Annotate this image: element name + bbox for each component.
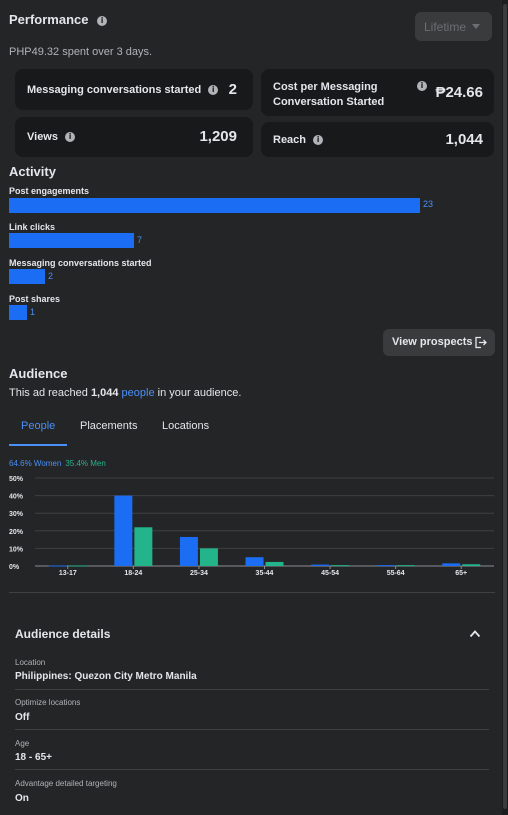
- bar-men: [199, 548, 218, 566]
- bar-women: [376, 565, 395, 567]
- detail-divider: [15, 689, 489, 690]
- detail-value-age: 18 - 65+: [15, 752, 52, 763]
- bar-women: [245, 557, 264, 566]
- metric-label: Messaging conversations started i: [27, 84, 219, 96]
- gender-legend: 64.6% Women 35.4% Men: [9, 459, 106, 468]
- y-tick-label: 10%: [9, 546, 24, 553]
- activity-bar: [9, 269, 45, 284]
- audience-title: Audience: [9, 366, 68, 381]
- y-tick-label: 20%: [9, 529, 24, 536]
- bar-women: [48, 565, 67, 567]
- bar-men: [68, 565, 87, 567]
- activity-label: Messaging conversations started: [9, 258, 152, 268]
- bar-men: [134, 527, 153, 566]
- metric-value: 1,044: [445, 131, 483, 148]
- activity-bar: [9, 233, 134, 248]
- bar-women: [114, 495, 133, 566]
- chevron-up-icon[interactable]: [469, 629, 481, 638]
- tab-locations[interactable]: Locations: [162, 420, 210, 432]
- activity-label: Post shares: [9, 294, 61, 304]
- caret-down-icon: [472, 24, 480, 29]
- people-link[interactable]: people: [121, 387, 155, 399]
- audience-details-title: Audience details: [15, 627, 111, 641]
- x-tick-label: 13-17: [59, 570, 77, 577]
- bar-men: [265, 561, 284, 566]
- y-tick-label: 30%: [9, 511, 24, 518]
- performance-title: Performance i: [9, 12, 108, 27]
- x-tick-label: 18-24: [124, 570, 142, 577]
- date-range-dropdown[interactable]: Lifetime: [415, 12, 492, 41]
- metric-label: Reach i: [273, 134, 324, 146]
- metric-card-reach: Reach i 1,044: [261, 122, 494, 157]
- scrollbar[interactable]: [502, 0, 508, 815]
- spent-summary: PHP49.32 spent over 3 days.: [9, 46, 153, 58]
- tab-people[interactable]: People: [21, 420, 56, 432]
- info-icon[interactable]: i: [417, 81, 427, 91]
- detail-label-age: Age: [15, 739, 30, 748]
- metric-label: Cost per Messaging Conversation Started: [273, 81, 385, 108]
- scrollbar-thumb[interactable]: [503, 4, 507, 809]
- detail-value-location: Philippines: Quezon City Metro Manila: [15, 671, 197, 682]
- age-gender-chart: 0% 10% 20% 30% 40% 50% 13-17 18-24 25-34 35-44 45-…: [9, 476, 494, 577]
- bar-men: [462, 564, 481, 566]
- bar-women: [179, 536, 198, 566]
- x-tick-label: 65+: [455, 570, 467, 577]
- metric-value: 1,209: [199, 128, 237, 145]
- metric-card-cost-per-conversation: Cost per Messaging Conversation Started …: [261, 69, 494, 116]
- info-icon[interactable]: i: [97, 15, 108, 26]
- metric-card-messaging: Messaging conversations started i 2: [15, 69, 253, 110]
- activity-value: 1: [30, 307, 36, 317]
- x-tick-label: 55-64: [387, 570, 405, 577]
- x-tick-label: 45-54: [321, 570, 339, 577]
- detail-divider: [15, 769, 489, 770]
- detail-value-advantage-targeting: On: [15, 793, 29, 804]
- bar-women: [311, 564, 330, 566]
- activity-label: Link clicks: [9, 222, 56, 232]
- bar-women: [442, 563, 461, 566]
- detail-label-optimize-locations: Optimize locations: [15, 698, 81, 707]
- activity-label: Post engagements: [9, 186, 90, 196]
- activity-title: Activity: [9, 164, 56, 179]
- section-divider: [9, 592, 495, 593]
- metric-value: 2: [228, 81, 237, 98]
- legend-women: 64.6% Women: [9, 459, 62, 468]
- detail-label-location: Location: [15, 658, 46, 667]
- y-tick-label: 0%: [9, 564, 20, 571]
- activity-bar: [9, 198, 420, 213]
- audience-reach-summary: This ad reached 1,044 people in your aud…: [9, 387, 242, 399]
- info-icon[interactable]: i: [313, 135, 324, 146]
- bar-men: [331, 565, 350, 567]
- legend-men: 35.4% Men: [65, 459, 106, 468]
- info-icon[interactable]: i: [65, 132, 76, 143]
- external-link-icon: [475, 336, 487, 349]
- metric-value: ₱24.66: [435, 84, 483, 101]
- bar-men: [396, 565, 415, 567]
- activity-value: 23: [423, 199, 434, 209]
- view-prospects-button[interactable]: View prospects: [383, 329, 495, 356]
- active-tab-indicator: [9, 444, 67, 446]
- metric-label: Views i: [27, 131, 76, 143]
- activity-value: 2: [48, 271, 54, 281]
- x-tick-label: 25-34: [190, 570, 208, 577]
- detail-value-optimize-locations: Off: [15, 712, 30, 723]
- metric-card-views: Views i 1,209: [15, 117, 253, 157]
- x-tick-label: 35-44: [256, 570, 274, 577]
- detail-label-advantage-targeting: Advantage detailed targeting: [15, 779, 117, 788]
- detail-divider: [15, 729, 489, 730]
- activity-value: 7: [137, 235, 143, 245]
- info-icon[interactable]: i: [208, 85, 219, 96]
- y-tick-label: 50%: [9, 476, 24, 483]
- activity-bar: [9, 305, 27, 320]
- tab-placements[interactable]: Placements: [80, 420, 138, 432]
- y-tick-label: 40%: [9, 494, 24, 501]
